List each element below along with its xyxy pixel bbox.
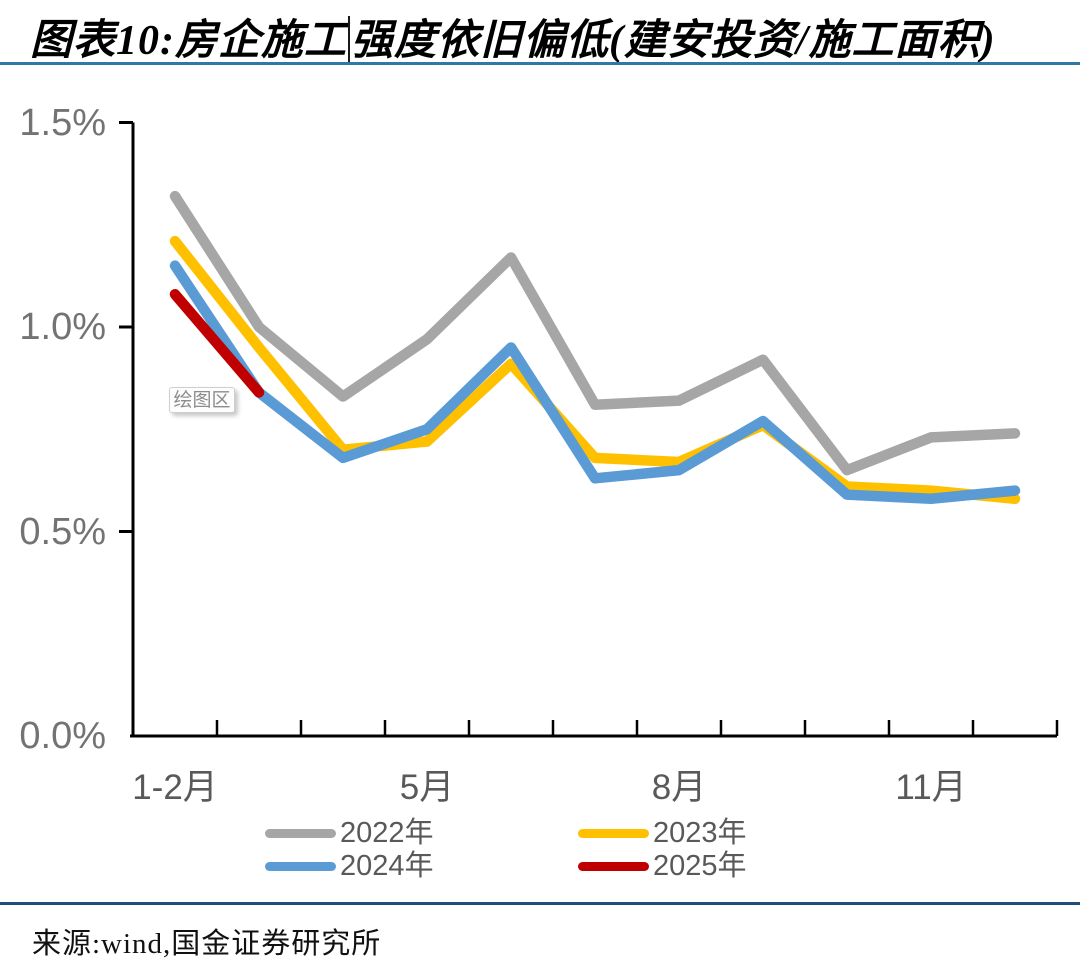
text-cursor [348,16,350,62]
title-text-right: 强度依旧偏低(建安投资/施工面积) [351,18,996,64]
source-note: 来源:wind,国金证券研究所 [32,928,382,960]
y-axis-label: 0.0% [19,715,106,757]
series-line-2022年 [169,190,1021,476]
x-axis-label: 11月 [895,768,967,807]
footer-divider [0,902,1080,905]
legend-swatch-2025 [578,862,649,871]
title-divider [0,62,1080,65]
legend-label: 2025年 [653,850,747,882]
x-axis-label: 1-2月 [132,768,218,807]
legend-swatch-2024 [265,862,336,871]
y-axis-label: 1.5% [19,101,106,144]
legend-swatch-2022 [265,829,336,838]
y-axis-label: 0.5% [19,510,106,553]
legend-label: 2023年 [653,817,747,849]
series-line-2025年 [169,289,265,398]
plot-area-tooltip: 绘图区 [169,387,235,413]
legend-label: 2022年 [340,817,434,849]
x-axis-label: 5月 [399,768,455,807]
legend-label: 2024年 [340,850,434,882]
title-text-left: 图表10:房企施工 [30,18,347,64]
series-line-2024年 [169,260,1021,505]
x-axis-label: 8月 [651,768,707,807]
page-title: 图表10:房企施工强度依旧偏低(建安投资/施工面积) [30,6,1070,67]
series-line-2023年 [169,235,1021,505]
legend-swatch-2023 [578,829,649,838]
y-axis-label: 1.0% [19,306,106,348]
